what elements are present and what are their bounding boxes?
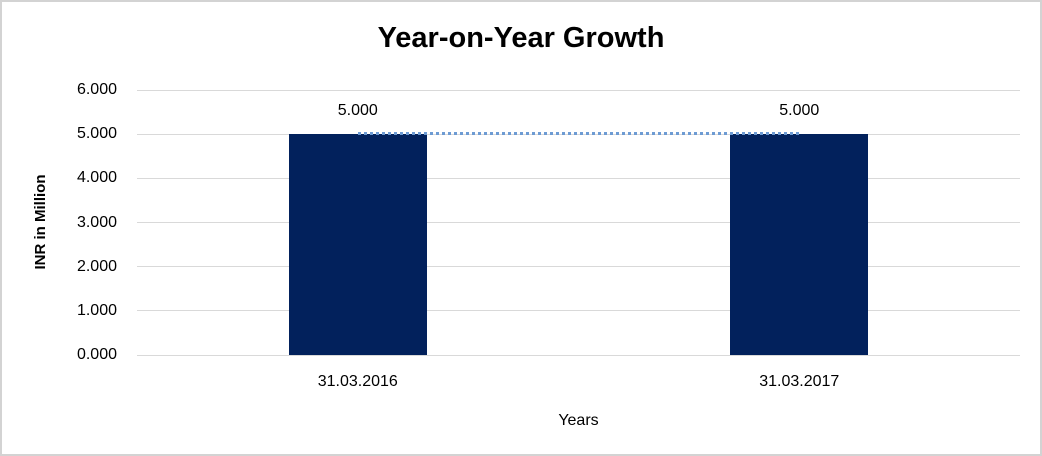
trendline [357, 132, 800, 136]
x-axis-title: Years [558, 412, 599, 429]
y-axis-tick-label: 1.000 [76, 301, 117, 319]
x-axis-tick-label: 31.03.2017 [759, 373, 840, 390]
gridline [137, 89, 1020, 91]
y-axis-tick-label: 5.000 [76, 125, 117, 143]
y-axis-tick-label: 6.000 [76, 81, 117, 98]
y-axis-tick-label: 0.000 [76, 346, 117, 363]
x-axis-tick-label: 31.03.2016 [317, 373, 398, 390]
y-axis-tick-label: 3.000 [76, 213, 117, 231]
gridline [137, 222, 1020, 223]
gridline [137, 266, 1020, 268]
gridline [137, 354, 1020, 356]
data-label: 5.000 [337, 102, 378, 120]
chart-title: Year-on-Year Growth [377, 22, 665, 54]
bar [288, 134, 427, 355]
gridline [137, 310, 1020, 312]
data-label: 5.000 [779, 102, 820, 120]
y-axis-tick-label: 2.000 [76, 257, 117, 275]
gridline [137, 177, 1020, 179]
bar [730, 134, 869, 355]
y-axis-tick-label: 4.000 [76, 169, 117, 187]
